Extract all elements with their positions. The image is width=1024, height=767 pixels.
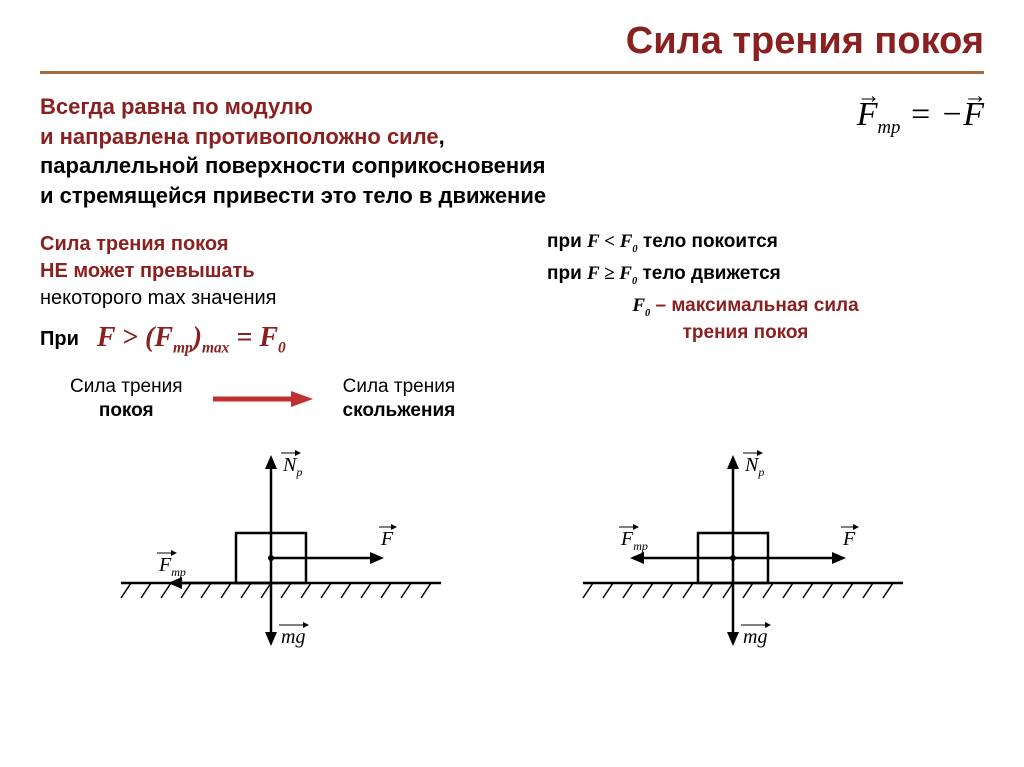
formula-cond: F > (Fтр)max = F0 (97, 322, 286, 358)
fc-sub: тр (173, 339, 193, 356)
arrow-right-label: Сила трения скольжения (343, 375, 456, 423)
ar-1: Сила трения (343, 376, 456, 397)
intro-l4: и стремящейся привести это тело в движен… (40, 183, 546, 208)
main-formula: Fтр = −F (857, 92, 984, 139)
label-mg-r: mg (743, 626, 767, 648)
f0-t1: – максимальная сила (650, 295, 858, 316)
label-mg: mg (281, 626, 305, 648)
cond1: при F < F0 тело покоится (547, 231, 984, 255)
st-l2b: некоторого max значения (40, 287, 277, 309)
fc-zero: 0 (278, 339, 286, 356)
page-title: Сила трения покоя (40, 20, 984, 74)
intro-l2a: и направлена противоположно силе (40, 124, 439, 149)
f0-sym: F (632, 295, 645, 316)
fc-max: max (202, 339, 229, 356)
mid-row: Сила трения покоя НЕ может превышать нек… (40, 231, 984, 358)
st-l2a: НЕ может превышать (40, 260, 255, 282)
fc-3: = F (229, 322, 278, 353)
fc-2: ) (193, 322, 202, 353)
al-2: покоя (99, 400, 154, 421)
label-Ftr: Fтр (158, 554, 186, 579)
intro-text: Всегда равна по модулю и направлена прот… (40, 92, 817, 211)
ar-2: скольжения (343, 400, 456, 421)
c2-pre: при (547, 263, 587, 284)
label-N-r: Nр (744, 454, 764, 479)
pri-label: При (40, 328, 79, 351)
c2-f: F ≥ F (587, 263, 632, 284)
al-1: Сила трения (70, 376, 183, 397)
intro-row: Всегда равна по модулю и направлена прот… (40, 92, 984, 211)
intro-l1: Всегда равна по модулю (40, 94, 313, 119)
diagrams-row: Nр F Fтр mg (40, 433, 984, 653)
c2-post: тело движется (637, 263, 781, 284)
diagram-right: Nр F Fтр mg (542, 433, 944, 653)
static-text: Сила трения покоя НЕ может превышать нек… (40, 231, 477, 312)
fc-1: F > (F (97, 322, 173, 353)
f0-note: F0 – максимальная сила трения покоя (547, 294, 984, 345)
f0-t2: трения покоя (683, 322, 809, 343)
diagram-left: Nр F Fтр mg (80, 433, 482, 653)
intro-l3: параллельной поверхности соприкосновения (40, 153, 546, 178)
cond2: при F ≥ F0 тело движется (547, 263, 984, 287)
formula-line: При F > (Fтр)max = F0 (40, 322, 477, 358)
f-tr-vec: F (857, 96, 878, 134)
st-l1: Сила трения покоя (40, 233, 229, 255)
arrow-icon (213, 389, 313, 409)
label-F: F (380, 528, 394, 550)
label-F-r: F (842, 528, 856, 550)
mid-right: при F < F0 тело покоится при F ≥ F0 тело… (517, 231, 984, 358)
f-tr-sub: тр (877, 117, 900, 138)
c1-post: тело покоится (638, 231, 778, 252)
c1-f: F < F (587, 231, 632, 252)
arrow-row: Сила трения покоя Сила трения скольжения (70, 375, 984, 423)
label-N: Nр (282, 454, 302, 479)
mid-left: Сила трения покоя НЕ может превышать нек… (40, 231, 477, 358)
arrow-left-label: Сила трения покоя (70, 375, 183, 423)
f-vec: F (963, 96, 984, 134)
c1-pre: при (547, 231, 587, 252)
intro-l2b: , (439, 124, 445, 149)
eq: = − (900, 96, 963, 133)
label-Ftr-r: Fтр (620, 528, 648, 553)
